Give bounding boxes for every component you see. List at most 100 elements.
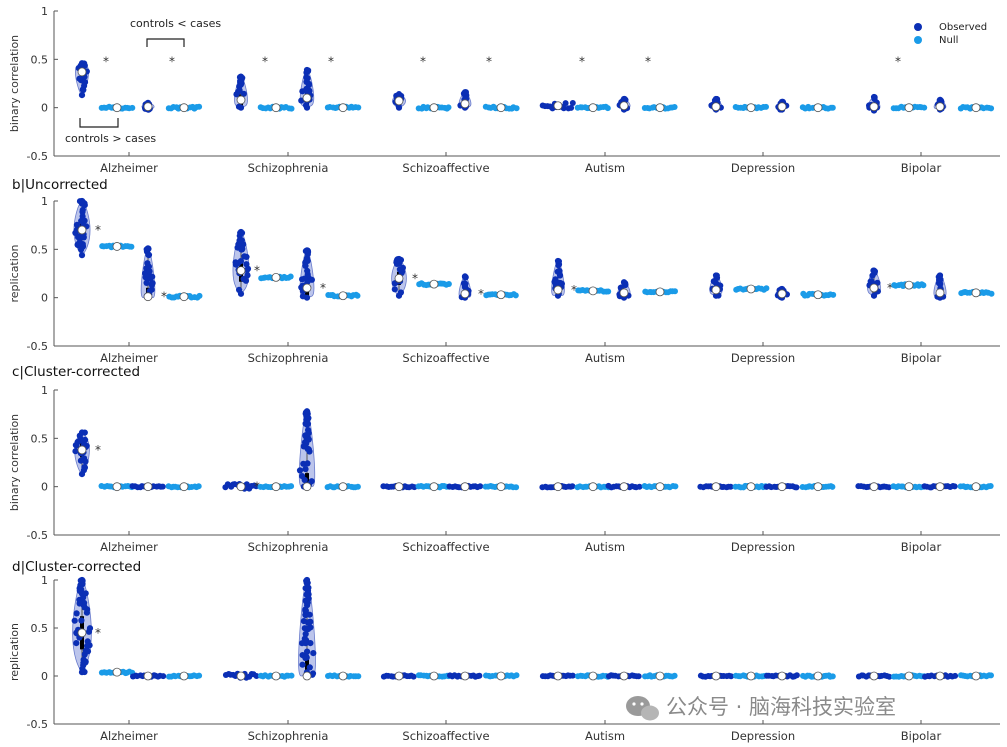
data-point <box>237 290 245 297</box>
y-tick-label: 0 <box>41 292 48 305</box>
median-marker <box>496 482 506 492</box>
median-marker <box>619 101 629 111</box>
violin-null <box>415 482 453 492</box>
y-tick-label: 1 <box>41 195 48 208</box>
data-point <box>243 253 250 260</box>
data-point <box>476 672 483 679</box>
median-marker <box>302 671 312 681</box>
data-point <box>83 609 90 616</box>
data-point <box>73 610 80 617</box>
median-marker <box>935 482 945 492</box>
data-point <box>355 673 362 680</box>
violin-null <box>641 103 678 113</box>
data-point <box>569 483 576 490</box>
violin-null <box>733 284 770 294</box>
median-marker <box>143 671 153 681</box>
violin-observed <box>763 482 800 492</box>
median-marker <box>711 671 721 681</box>
data-point <box>148 281 155 289</box>
significance-star: * <box>95 626 101 640</box>
data-point <box>829 673 836 680</box>
violin-observed <box>709 272 724 299</box>
data-point <box>395 292 403 299</box>
data-point <box>71 617 78 624</box>
panel-1: 1 0.5 0 -0.5 binary correlation Alzheimer Schi… <box>8 5 1000 175</box>
violin-observed <box>933 272 947 301</box>
violin-null <box>166 671 203 681</box>
data-point <box>299 473 306 480</box>
data-point <box>196 103 203 110</box>
panel-title: c|Cluster-corrected <box>12 364 140 380</box>
data-point <box>301 275 308 282</box>
data-point <box>78 197 86 205</box>
data-point <box>410 673 417 680</box>
data-point <box>84 648 92 655</box>
data-point <box>936 96 944 104</box>
data-point <box>302 87 309 94</box>
data-point <box>870 267 878 274</box>
violin-null <box>165 482 202 492</box>
data-point <box>242 277 250 284</box>
data-point <box>287 273 294 280</box>
median-marker <box>588 286 598 296</box>
wechat-icon <box>626 696 659 721</box>
data-point <box>395 91 403 98</box>
data-point <box>461 283 469 290</box>
median-marker <box>77 445 87 455</box>
median-marker <box>394 671 404 681</box>
data-point <box>306 664 313 671</box>
annotation-lower: controls > cases <box>65 118 156 145</box>
data-point <box>558 280 566 287</box>
data-point <box>636 483 643 490</box>
data-point <box>671 104 678 110</box>
data-point <box>237 104 245 111</box>
violin-null <box>641 482 679 492</box>
violin-observed <box>298 66 315 111</box>
median-marker <box>869 283 879 293</box>
data-point <box>80 86 87 94</box>
violin-observed <box>933 96 947 113</box>
violin-observed <box>764 671 800 681</box>
violin-null <box>574 671 611 681</box>
y-tick-label: 1 <box>41 5 48 18</box>
bracket-upper <box>146 38 185 47</box>
data-point <box>159 483 166 490</box>
median-marker <box>338 671 348 681</box>
median-marker <box>429 279 439 289</box>
y-tick-label: 0 <box>41 102 48 115</box>
significance-star: * <box>486 54 492 68</box>
data-point <box>303 598 310 605</box>
data-point <box>82 659 89 666</box>
data-point <box>236 87 243 94</box>
data-point <box>299 661 306 668</box>
violin-observed <box>446 482 484 492</box>
median-marker <box>971 103 981 113</box>
median-marker <box>619 288 629 298</box>
median-marker <box>588 103 598 113</box>
data-point <box>303 247 311 254</box>
median-marker <box>655 287 665 297</box>
data-point <box>302 466 309 473</box>
data-point <box>562 100 569 107</box>
violin-observed <box>298 576 317 681</box>
median-marker <box>460 671 470 681</box>
data-point <box>78 60 86 67</box>
violin-observed <box>775 98 790 113</box>
median-marker <box>777 289 787 299</box>
significance-star: * <box>887 281 893 295</box>
median-marker <box>711 102 721 112</box>
median-marker <box>143 292 153 302</box>
data-point <box>303 66 311 74</box>
data-point <box>78 246 85 253</box>
violin-null <box>642 671 678 681</box>
violin-observed <box>222 481 260 492</box>
data-point <box>620 279 628 286</box>
median-marker <box>77 225 87 235</box>
median-marker <box>904 280 914 290</box>
data-point <box>237 73 245 80</box>
violin-null <box>482 482 520 492</box>
data-point <box>73 640 80 647</box>
legend-observed-label: Observed <box>939 22 987 33</box>
data-point <box>299 640 306 647</box>
median-marker <box>271 671 281 681</box>
